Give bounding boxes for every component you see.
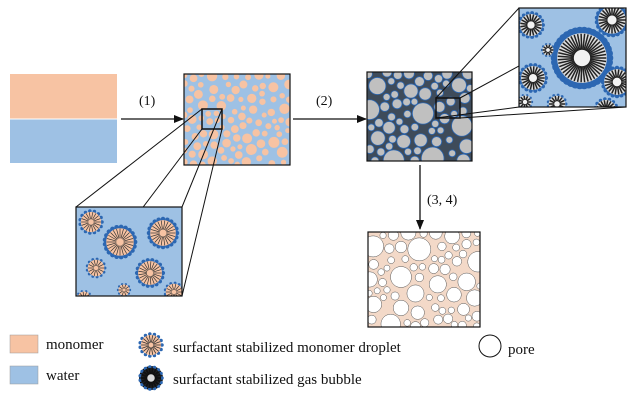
- legend-bubble-icon: [138, 365, 163, 390]
- legend-monomer-label: monomer: [46, 337, 104, 353]
- legend: monomer water surfactant stabilized mono…: [10, 332, 535, 390]
- two-phase-box: [10, 74, 117, 163]
- legend-droplet-icon: [138, 332, 163, 357]
- legend-pore-label: pore: [508, 342, 535, 358]
- legend-bubble-label: surfactant stabilized gas bubble: [173, 372, 362, 388]
- step-2-label: (2): [316, 94, 333, 109]
- monomer-phase: [10, 74, 117, 119]
- legend-water-swatch: [10, 366, 38, 384]
- legend-monomer-swatch: [10, 335, 38, 353]
- legend-droplet-label: surfactant stabilized monomer droplet: [173, 340, 402, 356]
- foam-box: [359, 67, 475, 172]
- zoom-box-bubbles: [517, 3, 629, 123]
- legend-pore-icon: [479, 335, 501, 357]
- step-3-4-label: (3, 4): [427, 193, 458, 208]
- legend-water-label: water: [46, 368, 79, 384]
- water-phase: [10, 119, 117, 163]
- step-1-label: (1): [139, 94, 156, 109]
- porous-polymer-box: [362, 225, 488, 334]
- emulsion-box: [181, 71, 294, 168]
- zoom-box-droplets: [76, 207, 185, 306]
